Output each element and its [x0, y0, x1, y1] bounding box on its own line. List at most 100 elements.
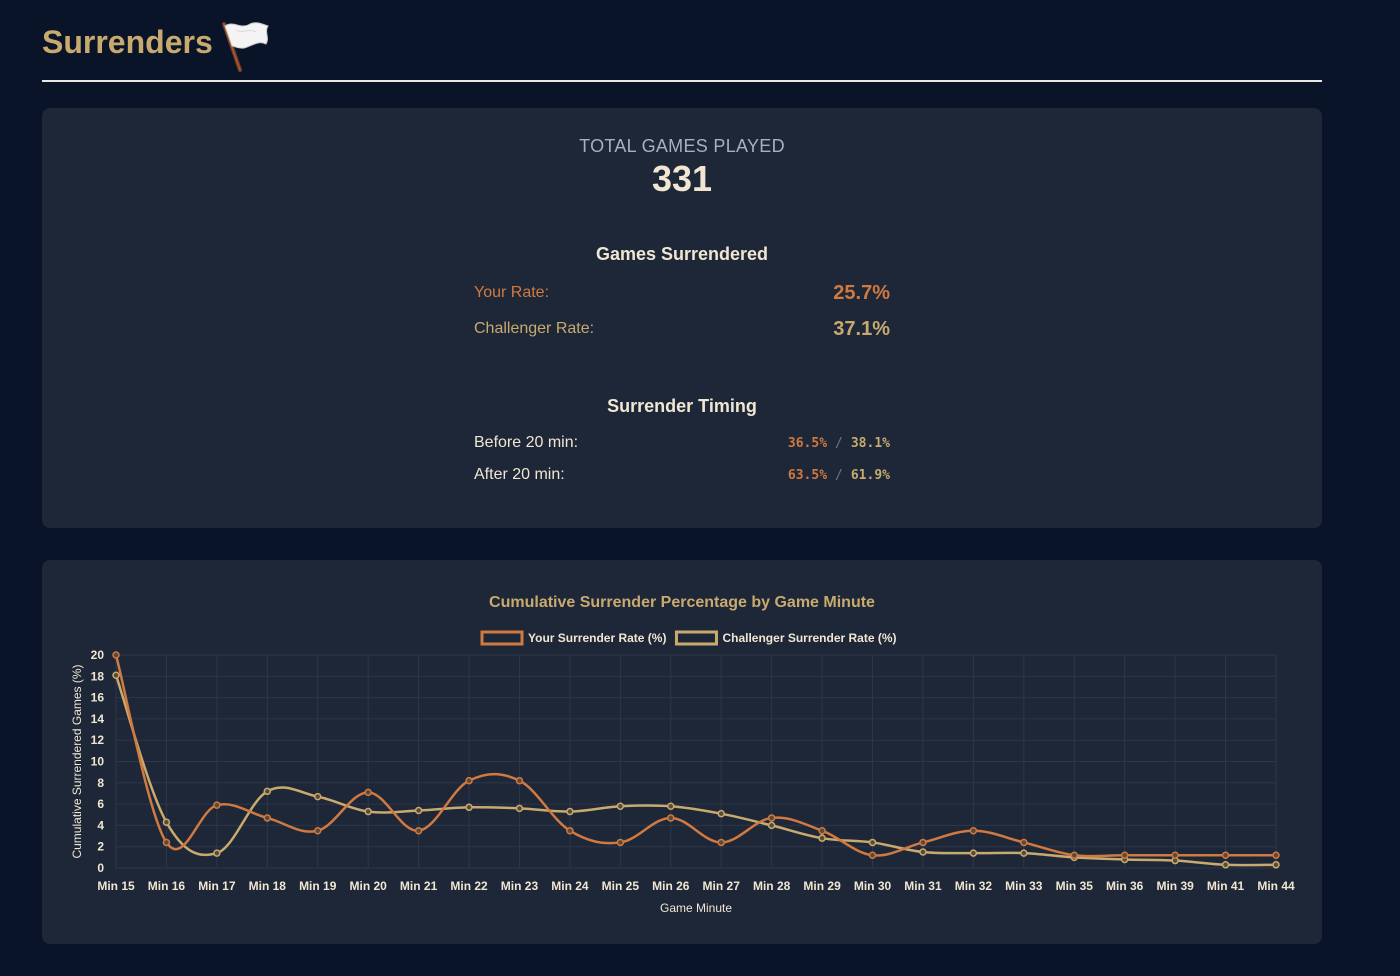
data-point [313, 826, 322, 835]
data-point [616, 838, 625, 847]
data-point [414, 806, 423, 815]
before-20-values: 36.5% / 38.1% [788, 436, 890, 451]
data-point [818, 826, 826, 835]
data-point [566, 807, 574, 816]
data-point [767, 821, 776, 830]
x-tick-label: Min 36 [1106, 879, 1144, 893]
data-point [818, 834, 826, 842]
data-point [969, 826, 978, 835]
separator: / [835, 436, 843, 451]
before-20-label: Before 20 min: [474, 434, 579, 451]
x-tick-label: Min 26 [652, 879, 690, 893]
y-axis-label: Cumulative Surrendered Games (%) [70, 664, 84, 858]
data-point [717, 809, 725, 818]
x-tick-label: Min 20 [350, 879, 388, 893]
x-tick-label: Min 30 [854, 879, 892, 893]
total-games-label: TOTAL GAMES PLAYED [579, 136, 785, 156]
data-point [1070, 851, 1079, 859]
games-surrendered-title: Games Surrendered [595, 244, 769, 264]
x-tick-label: Min 39 [1156, 879, 1194, 893]
legend-label: Your Surrender Rate (%) [528, 631, 666, 645]
x-tick-label: Min 25 [602, 879, 640, 893]
data-point [1171, 851, 1179, 859]
x-tick-label: Min 44 [1257, 879, 1295, 893]
challenger-rate-value: 37.1% [833, 318, 890, 340]
data-point [162, 818, 171, 826]
x-tick-label: Min 22 [450, 879, 488, 893]
after-20-challenger: 61.9% [850, 468, 890, 483]
after-20-yours: 63.5% [787, 468, 828, 483]
y-tick-label: 16 [91, 691, 105, 705]
data-point [868, 838, 877, 847]
x-tick-label: Min 31 [904, 879, 942, 893]
challenger-rate-label: Challenger Rate: [474, 320, 595, 337]
data-point [414, 826, 423, 835]
before-20-yours: 36.5% [787, 436, 828, 451]
data-point [1272, 861, 1280, 869]
data-point [1020, 849, 1028, 857]
data-point [1020, 838, 1028, 847]
data-point [919, 838, 927, 847]
data-point [263, 787, 272, 796]
surrender-line-chart: Cumulative Surrender Percentage by Game … [70, 594, 1295, 915]
surrender-timing-title: Surrender Timing [607, 396, 757, 416]
data-point [465, 803, 473, 812]
x-tick-label: Min 17 [198, 879, 236, 893]
x-tick-label: Min 15 [97, 879, 135, 893]
x-tick-label: Min 19 [299, 879, 337, 893]
data-point [162, 838, 171, 847]
page-header: Surrenders [42, 14, 1322, 82]
series-line [114, 654, 1276, 858]
legend-swatch [674, 630, 718, 646]
data-point [767, 814, 776, 822]
your-rate-value: 25.7% [833, 282, 890, 304]
data-point [313, 792, 322, 801]
x-tick-label: Min 33 [1005, 879, 1043, 893]
total-games-value: 331 [651, 158, 713, 199]
data-point [1272, 851, 1280, 859]
legend-swatch [480, 630, 524, 646]
x-tick-label: Min 23 [501, 879, 539, 893]
white-flag-icon [222, 22, 269, 72]
x-tick-label: Min 24 [551, 879, 589, 893]
y-tick-label: 20 [91, 648, 105, 662]
data-point [616, 802, 625, 810]
separator: / [835, 468, 843, 483]
x-tick-label: Min 32 [955, 879, 993, 893]
x-tick-label: Min 16 [148, 879, 186, 893]
y-tick-label: 14 [91, 712, 105, 726]
data-point [112, 651, 120, 659]
your-rate-label: Your Rate: [474, 284, 550, 301]
data-point [263, 814, 272, 822]
x-tick-label: Min 29 [803, 879, 841, 893]
y-tick-label: 18 [91, 669, 105, 683]
chart-card: Cumulative Surrender Percentage by Game … [42, 560, 1322, 944]
y-tick-label: 10 [91, 755, 105, 769]
x-tick-label: Min 35 [1056, 879, 1094, 893]
x-axis-label: Game Minute [660, 901, 732, 915]
data-point [364, 807, 372, 816]
data-point [364, 788, 372, 797]
data-point [667, 802, 675, 810]
data-point [868, 851, 877, 859]
data-point [566, 826, 574, 835]
chart-title: Cumulative Surrender Percentage by Game … [489, 594, 875, 611]
x-tick-label: Min 27 [703, 879, 741, 893]
series-line [114, 674, 1277, 867]
stats-card: TOTAL GAMES PLAYED 331 Games Surrendered… [42, 108, 1322, 528]
after-20-values: 63.5% / 61.9% [788, 468, 890, 483]
data-point [213, 849, 221, 857]
page-title: Surrenders [42, 24, 213, 60]
after-20-label: After 20 min: [474, 466, 565, 483]
y-tick-label: 8 [97, 776, 104, 790]
x-tick-label: Min 28 [753, 879, 791, 893]
data-point [969, 849, 978, 857]
data-point [515, 804, 524, 813]
y-tick-label: 4 [97, 818, 104, 832]
data-point [465, 776, 473, 785]
data-point [1120, 851, 1129, 859]
x-tick-label: Min 41 [1207, 879, 1245, 893]
y-tick-label: 12 [91, 733, 105, 747]
x-tick-label: Min 21 [400, 879, 438, 893]
data-point [717, 838, 725, 847]
